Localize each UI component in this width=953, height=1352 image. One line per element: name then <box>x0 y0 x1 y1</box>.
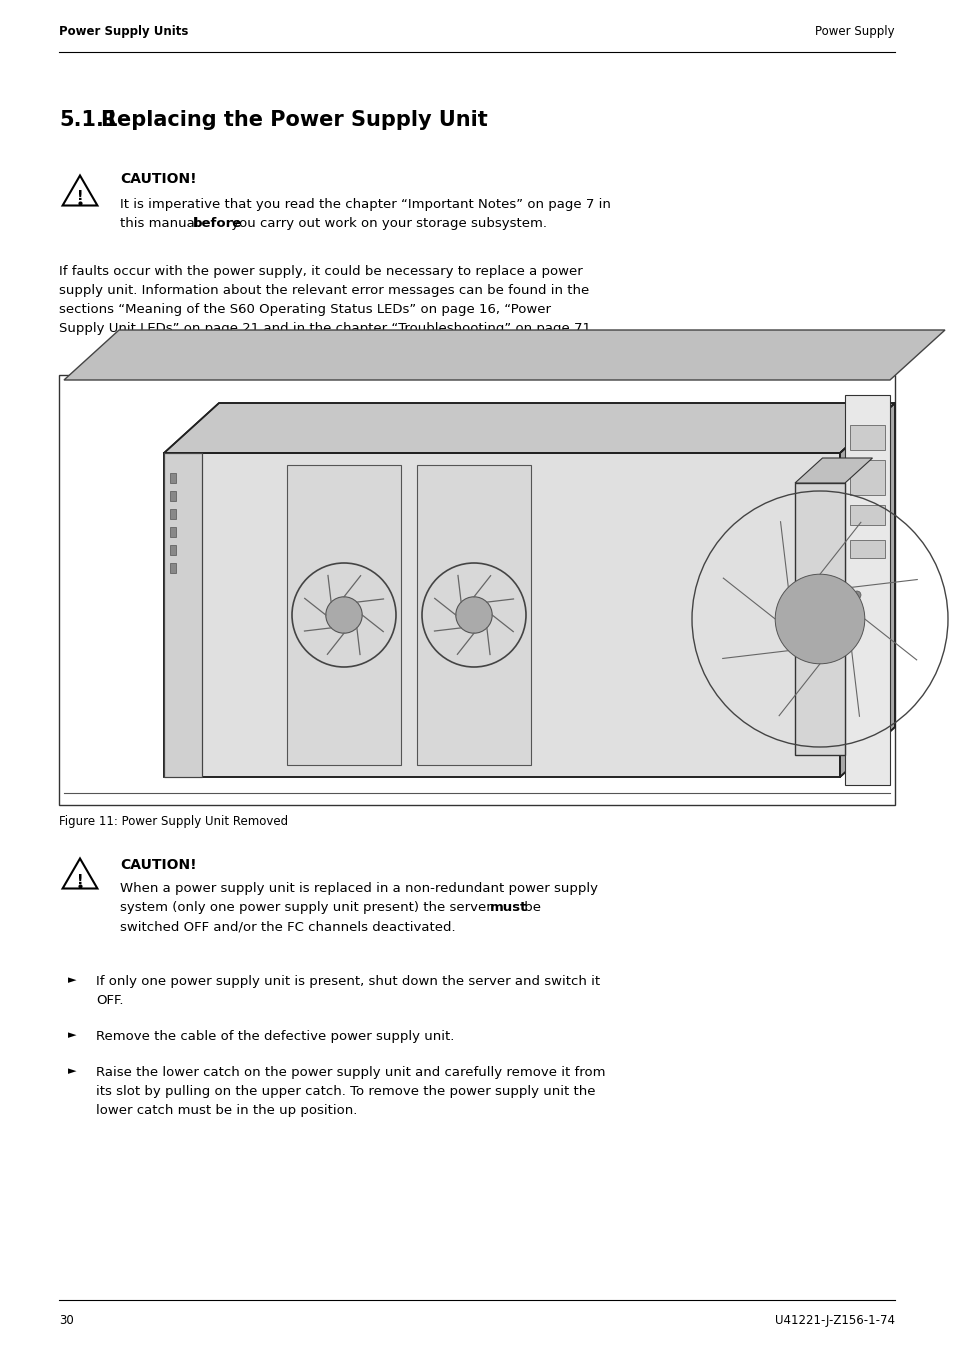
Text: switched OFF and/or the FC channels deactivated.: switched OFF and/or the FC channels deac… <box>120 919 456 933</box>
Text: When a power supply unit is replaced in a non-redundant power supply: When a power supply unit is replaced in … <box>120 882 598 895</box>
Text: Supply Unit LEDs” on page 21 and in the chapter “Troubleshooting” on page 71.: Supply Unit LEDs” on page 21 and in the … <box>59 322 595 335</box>
Text: ►: ► <box>68 975 76 986</box>
Text: Power Supply Units: Power Supply Units <box>59 24 188 38</box>
Text: this manual: this manual <box>120 218 203 230</box>
Text: you carry out work on your storage subsystem.: you carry out work on your storage subsy… <box>227 218 546 230</box>
Text: Remove the cable of the defective power supply unit.: Remove the cable of the defective power … <box>96 1030 454 1042</box>
Text: If only one power supply unit is present, shut down the server and switch it: If only one power supply unit is present… <box>96 975 599 988</box>
Text: before: before <box>193 218 242 230</box>
Text: ►: ► <box>68 1065 76 1076</box>
Text: sections “Meaning of the S60 Operating Status LEDs” on page 16, “Power: sections “Meaning of the S60 Operating S… <box>59 303 551 316</box>
Text: supply unit. Information about the relevant error messages can be found in the: supply unit. Information about the relev… <box>59 284 589 297</box>
Text: !: ! <box>76 189 83 204</box>
Circle shape <box>775 575 863 664</box>
Bar <box>59 375 894 804</box>
Bar <box>849 425 884 450</box>
Circle shape <box>852 591 861 599</box>
Text: Replacing the Power Supply Unit: Replacing the Power Supply Unit <box>101 110 487 130</box>
Bar <box>170 473 175 483</box>
Polygon shape <box>164 453 202 777</box>
Text: Power Supply: Power Supply <box>815 24 894 38</box>
Text: U41221-J-Z156-1-74: U41221-J-Z156-1-74 <box>774 1314 894 1328</box>
Bar <box>170 508 175 519</box>
Bar <box>849 506 884 525</box>
Bar <box>849 460 884 495</box>
Bar <box>170 527 175 537</box>
Circle shape <box>326 596 362 633</box>
Text: 5.1.1: 5.1.1 <box>59 110 118 130</box>
Text: lower catch must be in the up position.: lower catch must be in the up position. <box>96 1105 357 1117</box>
Bar <box>170 545 175 556</box>
Polygon shape <box>844 395 889 786</box>
Polygon shape <box>164 453 840 777</box>
Text: If faults occur with the power supply, it could be necessary to replace a power: If faults occur with the power supply, i… <box>59 265 582 279</box>
Polygon shape <box>164 403 894 453</box>
Text: its slot by pulling on the upper catch. To remove the power supply unit the: its slot by pulling on the upper catch. … <box>96 1086 595 1098</box>
Bar <box>170 562 175 573</box>
Bar <box>416 465 531 765</box>
Circle shape <box>456 596 492 633</box>
Bar <box>170 491 175 502</box>
Text: CAUTION!: CAUTION! <box>120 859 196 872</box>
Text: be: be <box>519 900 540 914</box>
Text: ►: ► <box>68 1030 76 1040</box>
Text: OFF.: OFF. <box>96 994 123 1007</box>
Polygon shape <box>840 403 894 777</box>
Bar <box>287 465 400 765</box>
Circle shape <box>852 627 861 635</box>
Text: !: ! <box>76 872 83 887</box>
Text: system (only one power supply unit present) the server: system (only one power supply unit prese… <box>120 900 496 914</box>
Bar <box>849 539 884 558</box>
Text: CAUTION!: CAUTION! <box>120 172 196 187</box>
Text: Figure 11: Power Supply Unit Removed: Figure 11: Power Supply Unit Removed <box>59 815 288 827</box>
Text: Raise the lower catch on the power supply unit and carefully remove it from: Raise the lower catch on the power suppl… <box>96 1065 605 1079</box>
Polygon shape <box>64 330 944 380</box>
Text: It is imperative that you read the chapter “Important Notes” on page 7 in: It is imperative that you read the chapt… <box>120 197 610 211</box>
Circle shape <box>852 608 861 617</box>
Text: must: must <box>490 900 527 914</box>
Polygon shape <box>794 483 844 754</box>
Text: 30: 30 <box>59 1314 73 1328</box>
Polygon shape <box>794 458 872 483</box>
